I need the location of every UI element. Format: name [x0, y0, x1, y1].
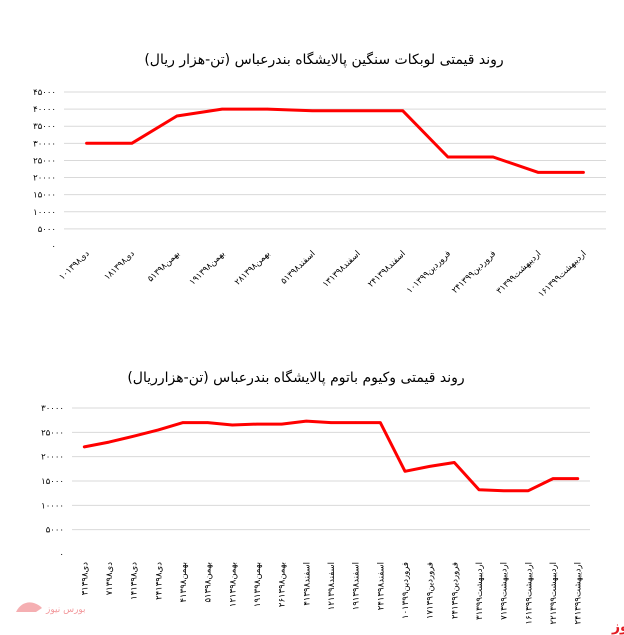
x-tick-label: ۳اردیبهشت۱۳۹۹	[475, 562, 485, 620]
data-point	[403, 470, 407, 473]
y-tick-label: ۱۵۰۰۰	[41, 477, 64, 487]
data-point	[527, 489, 530, 492]
x-tick-label: ۱۷فروردین۱۳۹۹	[426, 562, 436, 619]
y-tick-label: ۲۵۰۰۰	[33, 156, 56, 166]
x-tick-label: ۱۶اردیبهشت۱۳۹۹	[537, 249, 589, 300]
data-point	[85, 142, 88, 145]
y-tick-label: ۴۵۰۰۰	[33, 88, 56, 98]
data-point	[491, 155, 495, 159]
y-tick-label: ۱۰۰۰۰	[41, 501, 64, 511]
data-point	[305, 419, 308, 423]
logo-mark	[16, 602, 42, 612]
chart-vacuum-bottom: روند قیمتی وکیوم باتوم پالایشگاه بندرعبا…	[41, 369, 590, 624]
chart-title: روند قیمتی لوبکات سنگین پالایشگاه بندرعب…	[144, 51, 503, 68]
x-tick-label: ۱۲بهمن۱۳۹۸	[228, 562, 238, 607]
y-tick-label: ۰	[59, 550, 64, 560]
x-tick-label: ۵بهمن۱۳۹۸	[146, 249, 182, 284]
series-line	[85, 107, 585, 174]
x-tick-label: ۴بهمن۱۳۹۸	[179, 562, 189, 603]
x-tick-label: ۷اردیبهشت۱۳۹۹	[500, 562, 510, 620]
x-tick-label: ۱۲اسفند۱۳۹۸	[327, 562, 337, 610]
data-point	[354, 421, 357, 424]
series-line	[82, 419, 580, 493]
data-point	[280, 422, 283, 426]
x-tick-label: ۲۲اردیبهشت۱۳۹۹	[549, 562, 559, 624]
x-tick-label: ۱۰فروردین۱۳۹۹	[401, 562, 411, 619]
chart-lubcut-heavy: روند قیمتی لوبکات سنگین پالایشگاه بندرعب…	[33, 51, 606, 300]
data-point	[453, 461, 456, 464]
brand-name: بورس نیوز	[611, 619, 624, 635]
x-tick-label: ۳دی۱۳۹۸	[80, 562, 90, 595]
x-tick-label: ۱۰دی۱۳۹۸	[57, 249, 91, 283]
data-point	[83, 445, 86, 449]
x-tick-label: ۱۹بهمن۱۳۹۸	[253, 562, 263, 607]
y-tick-label: ۲۰۰۰۰	[33, 174, 56, 184]
x-tick-label: ۲۴دی۱۳۹۸	[154, 562, 164, 600]
data-point	[551, 477, 555, 480]
data-point	[175, 114, 179, 118]
x-tick-label: ۳اردیبهشت۱۳۹۹	[495, 249, 544, 296]
x-tick-label: ۱۳اسفند۱۳۹۸	[321, 249, 363, 290]
data-point	[220, 107, 224, 111]
x-tick-label: ۲۸بهمن۱۳۹۸	[233, 249, 272, 288]
data-point	[231, 423, 234, 427]
data-point	[446, 155, 450, 159]
x-tick-label: ۲۴اسفند۱۳۹۸	[366, 249, 408, 290]
x-tick-label: ۲۴اردیبهشت۱۳۹۹	[574, 562, 584, 624]
y-tick-label: ۱۵۰۰۰	[33, 191, 56, 201]
x-tick-label: ۱۸دی۱۳۹۸	[103, 249, 137, 283]
data-point	[537, 171, 540, 174]
x-tick-label: ۵بهمن۱۳۹۸	[204, 562, 214, 603]
data-point	[428, 465, 431, 468]
data-point	[401, 109, 404, 113]
data-point	[181, 421, 185, 424]
data-point	[130, 142, 133, 145]
x-tick-label: ۱۹بهمن۱۳۹۸	[188, 249, 227, 288]
y-tick-label: ۱۰۰۰۰	[33, 208, 56, 218]
x-tick-label: ۴اسفند۱۳۹۸	[302, 562, 312, 606]
data-point	[132, 435, 135, 438]
x-tick-label: ۲۴فروردین۱۳۹۹	[450, 249, 498, 296]
x-tick-label: ۷دی۱۳۹۸	[105, 562, 115, 595]
x-tick-label: ۲۶بهمن۱۳۹۸	[278, 562, 288, 607]
data-point	[582, 171, 585, 174]
y-tick-label: ۰	[51, 242, 56, 252]
logo-text: بورس نیوز	[45, 605, 86, 615]
y-tick-label: ۵۰۰۰	[38, 225, 56, 235]
data-point	[477, 488, 481, 491]
y-tick-label: ۳۰۰۰۰	[33, 139, 56, 149]
x-tick-label: ۱۴دی۱۳۹۸	[130, 562, 140, 600]
x-tick-label: ۱۶اردیبهشت۱۳۹۹	[524, 562, 534, 624]
data-point	[107, 440, 111, 444]
x-tick-label: ۱۹اسفند۱۳۹۸	[352, 562, 362, 610]
data-point	[311, 109, 314, 113]
data-point	[255, 422, 259, 426]
data-point	[576, 477, 579, 480]
data-point	[329, 421, 333, 424]
data-point	[266, 107, 269, 111]
x-tick-label: ۲۴اسفند۱۳۹۸	[376, 562, 386, 610]
y-tick-label: ۲۰۰۰۰	[41, 453, 64, 463]
y-tick-label: ۳۵۰۰۰	[33, 122, 56, 132]
y-tick-label: ۵۰۰۰	[46, 526, 64, 536]
data-point	[206, 421, 209, 424]
x-tick-label: ۱۰فروردین۱۳۹۹	[405, 249, 453, 296]
y-tick-label: ۳۰۰۰۰	[41, 404, 64, 414]
y-tick-label: ۲۵۰۰۰	[41, 428, 64, 438]
data-point	[356, 109, 359, 113]
data-point	[502, 489, 505, 492]
chart-title: روند قیمتی وکیوم باتوم پالایشگاه بندرعبا…	[127, 369, 464, 386]
data-point	[379, 421, 382, 424]
brand-logo: بورس نیوز	[16, 602, 86, 615]
data-point	[157, 428, 160, 432]
x-tick-label: ۲۴فروردین۱۳۹۹	[450, 562, 460, 619]
x-tick-label: ۵اسفند۱۳۹۸	[279, 249, 317, 287]
y-tick-label: ۴۰۰۰۰	[33, 105, 56, 115]
